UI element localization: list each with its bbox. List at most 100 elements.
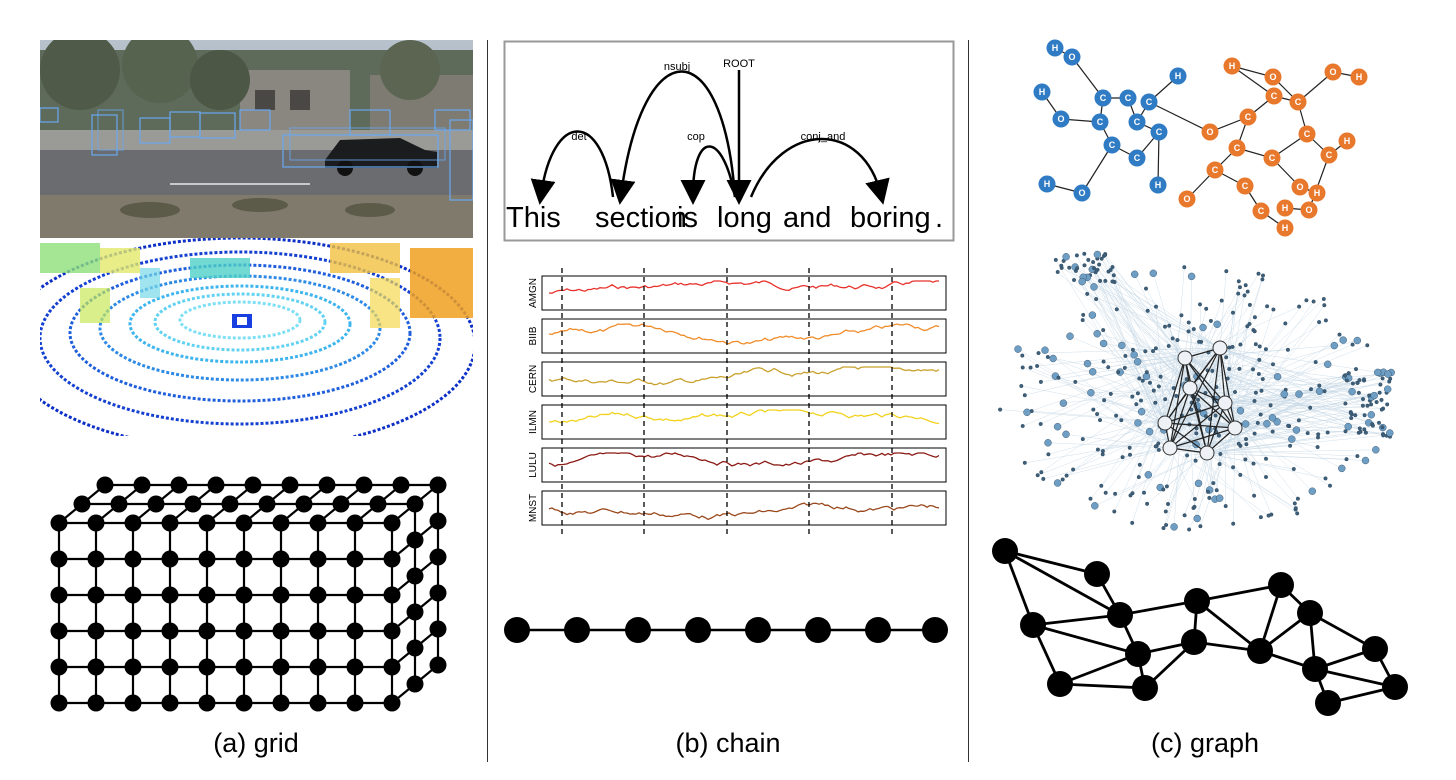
network-node	[1103, 490, 1108, 495]
grid-node	[309, 514, 327, 532]
network-node	[1064, 473, 1069, 478]
network-node	[1348, 387, 1356, 396]
caption-grid: (a) grid	[213, 728, 299, 758]
network-node	[1111, 273, 1116, 278]
grid-node	[198, 622, 216, 640]
grid-node	[429, 656, 447, 674]
network-node	[1153, 400, 1158, 405]
network-node	[1101, 328, 1106, 333]
network-node	[1293, 506, 1298, 511]
grid-node	[309, 550, 327, 568]
network-node	[1078, 277, 1086, 286]
network-node	[1253, 342, 1258, 347]
network-node	[1156, 447, 1161, 452]
network-node	[1130, 270, 1139, 278]
network-node	[1162, 324, 1167, 329]
atom-label: O	[1068, 52, 1075, 62]
atom-label: H	[1314, 188, 1321, 198]
network-node	[1257, 357, 1262, 362]
network-node	[1378, 382, 1383, 387]
network-node	[1127, 445, 1132, 450]
grid-node	[346, 694, 364, 712]
chain-graph	[500, 610, 955, 650]
network-node	[1205, 489, 1210, 494]
network-node	[1137, 462, 1142, 467]
network-node	[1198, 524, 1203, 529]
atom-label: H	[1044, 179, 1051, 189]
network-node	[1194, 431, 1199, 436]
network-node	[1367, 411, 1375, 419]
graph-node	[1132, 675, 1158, 701]
network-node	[1363, 430, 1368, 435]
dep-label-det: det	[571, 131, 586, 143]
network-node	[1112, 509, 1117, 514]
graph-edge	[1314, 667, 1396, 689]
atom-node	[1263, 149, 1281, 167]
network-node	[1110, 265, 1115, 270]
series-line	[548, 452, 940, 468]
network-node	[1224, 355, 1229, 360]
network-node	[1236, 279, 1241, 284]
atom-label: H	[1282, 203, 1289, 213]
bond	[1157, 131, 1160, 186]
network-node	[1292, 426, 1301, 434]
network-node	[1192, 496, 1197, 501]
graph-node	[1107, 602, 1133, 628]
atom-node	[1052, 110, 1070, 128]
atom-node	[1236, 177, 1254, 195]
network-node	[1170, 336, 1175, 341]
network-node	[1137, 376, 1142, 381]
series-panel-frame	[541, 447, 947, 483]
network-node	[1138, 398, 1143, 403]
series-label: ILMN	[528, 410, 539, 434]
grid-node	[383, 658, 401, 676]
network-node	[1022, 460, 1027, 465]
network-node	[1261, 273, 1266, 278]
grid-node	[87, 550, 105, 568]
network-node	[1093, 329, 1101, 338]
network-node	[1343, 401, 1348, 406]
series-line	[548, 366, 940, 386]
atom-node	[1169, 67, 1187, 85]
grid-node	[235, 514, 253, 532]
network-node	[1020, 353, 1025, 358]
grid-node	[406, 639, 424, 657]
network-node	[1041, 346, 1049, 354]
grid-node	[87, 514, 105, 532]
network-node	[1384, 385, 1392, 393]
network-node	[1197, 339, 1202, 344]
network-node	[1053, 257, 1058, 262]
network-node	[1268, 414, 1277, 422]
network-node	[1055, 270, 1060, 275]
graph-node	[1268, 572, 1294, 598]
atom-node	[1046, 39, 1064, 57]
social-network-graph	[985, 248, 1405, 553]
atom-label: C	[1146, 97, 1153, 107]
grid-node	[318, 476, 336, 494]
caption-chain: (b) chain	[675, 728, 781, 758]
grid-node	[87, 586, 105, 604]
network-node	[1367, 393, 1372, 398]
network-node	[1014, 345, 1022, 353]
grid-node	[258, 495, 276, 513]
network-node	[1102, 398, 1107, 403]
series-label: CERN	[528, 365, 539, 393]
network-node	[1199, 323, 1207, 332]
network-node	[1357, 426, 1362, 431]
atom-node	[1298, 125, 1316, 143]
network-node	[1207, 495, 1212, 500]
network-node	[1185, 453, 1190, 458]
network-node	[1083, 359, 1092, 368]
network-node	[1106, 365, 1111, 370]
network-node	[1194, 479, 1203, 488]
grid-node	[198, 514, 216, 532]
network-node	[1260, 277, 1265, 282]
grid-node	[161, 586, 179, 604]
grid-node	[198, 658, 216, 676]
grid-node	[346, 622, 364, 640]
series-line	[548, 323, 940, 345]
network-node	[1362, 377, 1367, 382]
atom-label: O	[1057, 114, 1064, 124]
atom-node	[1063, 48, 1081, 66]
atom-label: C	[1269, 153, 1276, 163]
